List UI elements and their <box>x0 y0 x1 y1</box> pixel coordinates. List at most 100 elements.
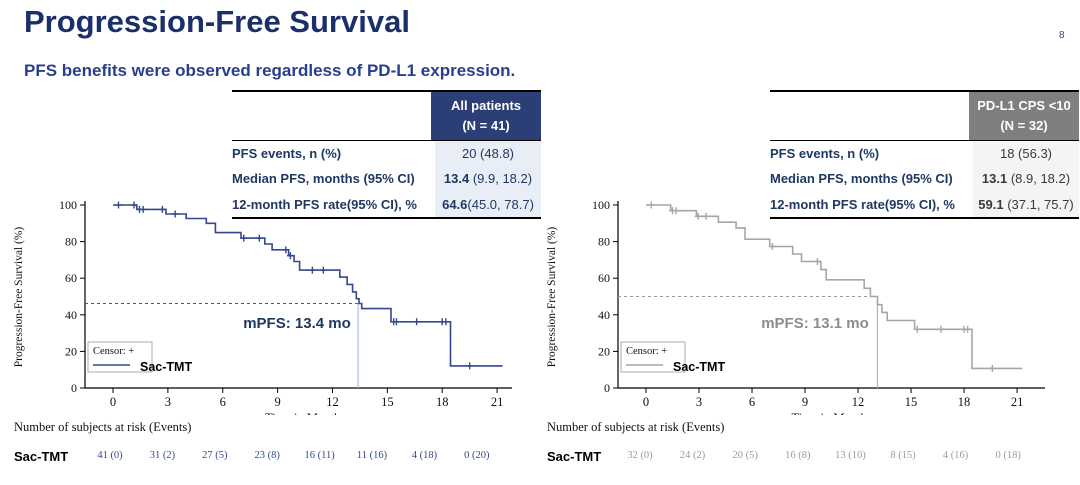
subtitle: PFS benefits were observed regardless of… <box>24 61 516 80</box>
table-row: 12-month PFS rate(95% CI), % 59.1 (37.1,… <box>770 191 1079 217</box>
x-tick-label: 12 <box>326 395 339 409</box>
risk-count: 16 (8) <box>785 450 811 461</box>
x-tick-label: 9 <box>802 395 808 409</box>
y-tick-label: 0 <box>604 381 610 395</box>
km-curve <box>646 204 1023 370</box>
row-label: 12-month PFS rate(95% CI), % <box>770 196 955 212</box>
risk-count: 20 (5) <box>732 450 758 461</box>
x-tick-label: 0 <box>110 395 116 409</box>
row-label: PFS events, n (%) <box>770 146 880 162</box>
header-line2: (N = 32) <box>1000 117 1048 133</box>
risk-counts-row: 41 (0) 31 (2) 27 (5) 23 (8) 16 (11) 11 (16) 4 … <box>0 450 545 466</box>
x-tick-label: 15 <box>905 395 918 409</box>
km-curve <box>113 204 503 367</box>
row-value: 59.1 (37.1, 75.7) <box>973 191 1079 217</box>
legend-series-label: Sac-TMT <box>140 360 192 374</box>
row-label: Median PFS, months (95% CI) <box>770 171 953 187</box>
x-tick-label: 18 <box>958 395 971 409</box>
km-chart-pdl1-cps-lt10: 0 20 40 60 80 100 0 3 6 9 12 15 18 21 Progression-Free… <box>546 198 1045 415</box>
y-tick-label: 60 <box>598 271 610 285</box>
risk-count: 31 (2) <box>149 450 176 461</box>
table-header-pdl1: PD-L1 CPS <10 (N = 32) <box>969 92 1079 140</box>
risk-count: 4 (18) <box>411 450 438 461</box>
header-line1: All patients <box>450 98 522 113</box>
page-number: 8 <box>1059 30 1065 41</box>
table-row: Median PFS, months (95% CI) 13.4 (9.9, 1… <box>232 166 541 192</box>
risk-counts-row: 32 (0) 24 (2) 20 (5) 16 (8) 13 (10) 8 (15) 4 (… <box>533 450 1078 466</box>
risk-count: 16 (11) <box>304 450 335 461</box>
km-chart-all-patients: 0 20 40 60 80 100 0 3 6 9 12 15 18 21 Progression-Free… <box>13 198 512 415</box>
table-header-row: All patients (N = 41) <box>232 92 541 141</box>
x-axis-label: Time in Months <box>265 411 345 415</box>
x-tick-label: 6 <box>220 395 226 409</box>
table-row: Median PFS, months (95% CI) 13.1 (8.9, 1… <box>770 166 1079 192</box>
stats-table-pdl1-cps-lt10: PD-L1 CPS <10 (N = 32) PFS events, n (%)… <box>770 90 1079 219</box>
row-value: 13.1 (8.9, 18.2) <box>973 166 1079 192</box>
risk-count: 32 (0) <box>627 450 653 461</box>
x-tick-label: 3 <box>165 395 171 409</box>
y-tick-label: 40 <box>598 308 610 322</box>
y-axis-label: Progression-Free Survival (%) <box>13 227 25 368</box>
risk-count: 11 (16) <box>356 450 388 461</box>
risk-table-header: Number of subjects at risk (Events) <box>547 420 725 434</box>
censor-marks <box>114 201 474 370</box>
x-tick-label: 9 <box>274 395 280 409</box>
y-tick-label: 100 <box>592 198 610 212</box>
risk-count: 13 (10) <box>835 450 866 461</box>
risk-count: 0 (20) <box>464 450 490 461</box>
y-tick-label: 100 <box>59 198 77 212</box>
x-tick-label: 15 <box>381 395 394 409</box>
legend-box <box>87 341 153 373</box>
table-header-spacer <box>770 92 969 140</box>
y-tick-label: 0 <box>71 381 77 395</box>
risk-series-label: Sac-TMT <box>547 449 602 464</box>
mpfs-annotation: mPFS: 13.4 mo <box>243 315 351 332</box>
x-tick-label: 21 <box>1011 395 1024 409</box>
risk-count: 27 (5) <box>202 450 228 461</box>
risk-count: 0 (18) <box>995 450 1021 461</box>
x-tick-label: 18 <box>436 395 449 409</box>
y-axis-label: Progression-Free Survival (%) <box>546 227 558 368</box>
x-tick-label: 3 <box>696 395 702 409</box>
row-label: Median PFS, months (95% CI) <box>232 171 415 187</box>
stats-table-all-patients: All patients (N = 41) PFS events, n (%) … <box>232 90 541 219</box>
risk-count: 24 (2) <box>679 450 706 461</box>
row-value: 20 (48.8) <box>435 141 541 167</box>
censor-marks <box>647 201 996 372</box>
risk-series-label: Sac-TMT <box>14 449 69 464</box>
table-header-row: PD-L1 CPS <10 (N = 32) <box>770 92 1079 141</box>
table-row: 12-month PFS rate(95% CI), % 64.6(45.0, … <box>232 191 541 217</box>
y-tick-label: 80 <box>65 235 77 249</box>
header-line1: PD-L1 CPS <10 <box>977 98 1071 113</box>
table-header-all-patients: All patients (N = 41) <box>431 92 541 140</box>
risk-count: 4 (16) <box>942 450 969 461</box>
legend-censor-label: Censor: + <box>626 346 667 357</box>
risk-table-header: Number of subjects at risk (Events) <box>14 420 192 434</box>
x-axis-label: Time in Months <box>791 411 871 415</box>
x-tick-label: 0 <box>643 395 649 409</box>
page-title: Progression-Free Survival <box>24 4 410 39</box>
x-tick-label: 21 <box>491 395 504 409</box>
y-tick-label: 20 <box>65 344 77 358</box>
risk-count: 8 (15) <box>890 450 916 461</box>
y-tick-label: 40 <box>65 308 77 322</box>
x-tick-label: 12 <box>852 395 865 409</box>
row-label: 12-month PFS rate(95% CI), % <box>232 196 417 212</box>
y-tick-label: 20 <box>598 344 610 358</box>
row-value: 64.6(45.0, 78.7) <box>435 191 541 217</box>
y-tick-label: 60 <box>65 271 77 285</box>
table-row: PFS events, n (%) 18 (56.3) <box>770 141 1079 167</box>
row-label: PFS events, n (%) <box>232 146 342 162</box>
mpfs-annotation: mPFS: 13.1 mo <box>761 315 869 332</box>
legend-box <box>620 341 686 373</box>
y-tick-label: 80 <box>598 235 610 249</box>
x-tick-label: 6 <box>749 395 755 409</box>
legend-series-label: Sac-TMT <box>673 360 725 374</box>
row-value: 13.4 (9.9, 18.2) <box>435 166 541 192</box>
header-line2: (N = 41) <box>462 117 510 133</box>
table-row: PFS events, n (%) 20 (48.8) <box>232 141 541 167</box>
risk-count: 41 (0) <box>97 450 123 461</box>
table-header-spacer <box>232 92 431 140</box>
risk-count: 23 (8) <box>254 450 280 461</box>
